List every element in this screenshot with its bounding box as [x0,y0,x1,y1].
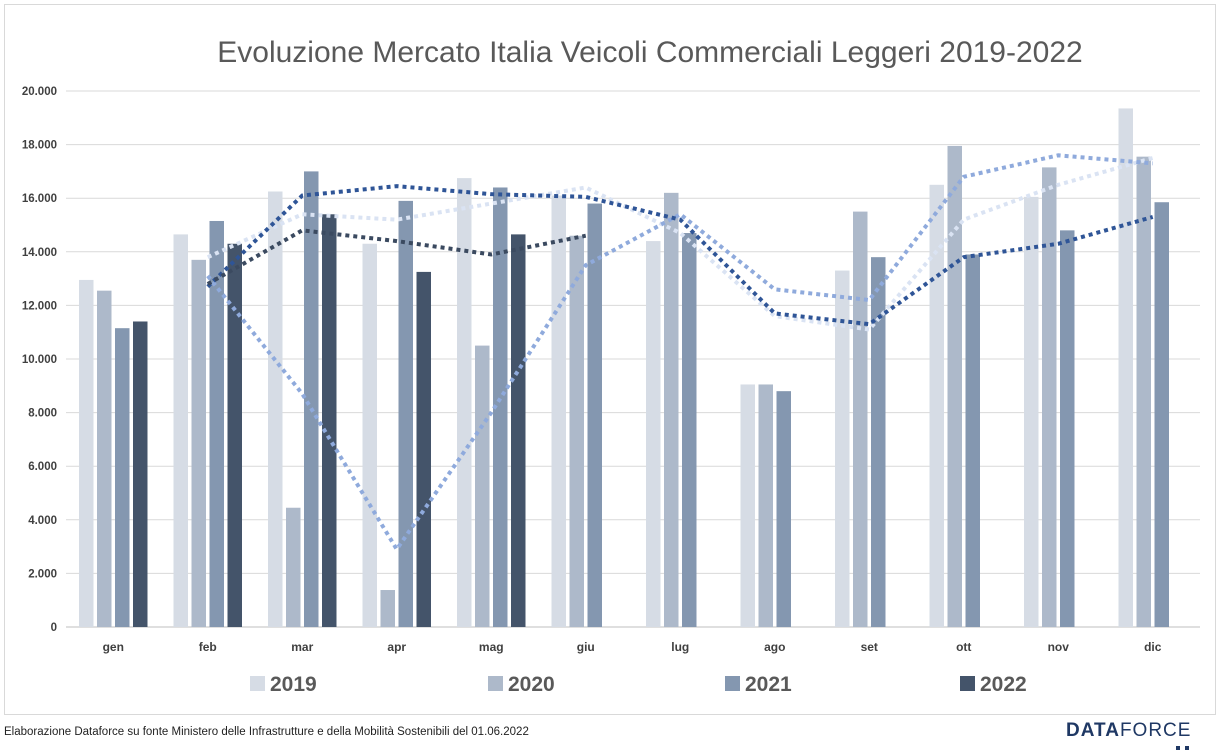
y-tick-label: 14.000 [22,247,57,259]
logo-text-data: DATA [1066,720,1120,741]
bar-2021-mar [304,171,319,627]
bar-2020-set [853,211,868,627]
bar-2019-giu [551,195,566,627]
bar-2019-ago [740,384,755,627]
legend-label-2020: 2020 [508,673,555,696]
x-tick-label: apr [387,640,406,654]
dataforce-logo: DATAFORCE [1066,720,1191,742]
bar-2019-ott [929,184,944,628]
bar-2021-feb [209,220,224,628]
bar-2022-mar [322,214,337,627]
bar-2020-nov [1042,167,1057,627]
x-tick-label: gen [103,640,124,654]
chart-title: Evoluzione Mercato Italia Veicoli Commer… [217,36,1082,69]
logo-dots-icon [1176,737,1194,755]
x-tick-label: ago [764,640,785,654]
logo-text-force: FORCE [1119,720,1192,741]
bar-2022-feb [227,243,242,627]
bar-2020-gen [97,290,112,627]
x-tick-label: mar [291,640,313,654]
y-tick-label: 2.000 [28,568,57,580]
legend-label-2022: 2022 [980,673,1027,696]
bar-2019-lug [646,241,661,627]
trend-line-2022 [206,228,587,286]
trend-line-2021 [206,184,1154,327]
legend-label-2019: 2019 [270,673,317,696]
bar-2020-ott [947,145,962,627]
x-tick-label: lug [671,640,689,654]
x-tick-label: mag [479,640,504,654]
legend-swatch-2022 [960,676,975,691]
y-tick-label: 18.000 [22,140,57,152]
chart-frame [4,4,1216,715]
bar-2021-giu [587,203,602,627]
trend-line-2019 [206,156,1154,332]
bar-2021-mag [493,187,508,628]
trend-line-2020 [206,153,1153,553]
bar-2020-mar [286,507,301,627]
y-tick-label: 12.000 [22,300,57,312]
bar-2019-gen [79,279,94,627]
bar-2020-giu [569,235,584,627]
bar-2021-apr [398,200,413,627]
bar-2020-lug [664,192,679,627]
bar-2021-ott [965,254,980,628]
bar-2021-set [871,257,886,627]
source-note: Elaborazione Dataforce su fonte Minister… [4,726,529,738]
bar-2019-apr [362,243,377,627]
bar-2021-gen [115,328,130,627]
x-tick-label: nov [1048,640,1070,654]
x-tick-label: ott [956,640,971,654]
bar-2021-dic [1154,202,1169,627]
y-tick-label: 8.000 [28,408,57,420]
y-tick-label: 4.000 [28,515,57,527]
bar-2020-apr [380,590,395,627]
bar-2022-apr [416,271,431,627]
x-tick-label: dic [1144,640,1162,654]
x-tick-label: set [861,640,878,654]
bar-2022-gen [133,321,148,627]
legend-label-2021: 2021 [745,673,792,696]
bar-2019-mag [457,178,472,627]
x-tick-label: feb [199,640,217,654]
bar-2020-dic [1136,156,1151,627]
y-tick-label: 20.000 [22,86,57,98]
y-tick-label: 10.000 [22,354,57,366]
y-tick-label: 0 [51,622,57,634]
bar-2021-nov [1060,230,1075,628]
legend-swatch-2021 [725,676,740,691]
bar-2019-dic [1118,108,1133,628]
legend-swatch-2019 [250,676,265,691]
x-tick-label: giu [577,640,595,654]
bar-2019-nov [1024,196,1039,628]
bar-2021-ago [776,391,791,627]
bar-2019-set [835,270,850,627]
bar-2020-ago [758,384,773,627]
bar-2021-lug [682,233,697,628]
bar-2022-mag [511,234,526,627]
bar-2020-feb [191,259,206,627]
y-tick-label: 6.000 [28,461,57,473]
bar-2019-mar [268,191,283,627]
bar-2019-feb [173,234,188,627]
bar-2020-mag [475,345,490,627]
y-tick-label: 16.000 [22,193,57,205]
legend-swatch-2020 [488,676,503,691]
